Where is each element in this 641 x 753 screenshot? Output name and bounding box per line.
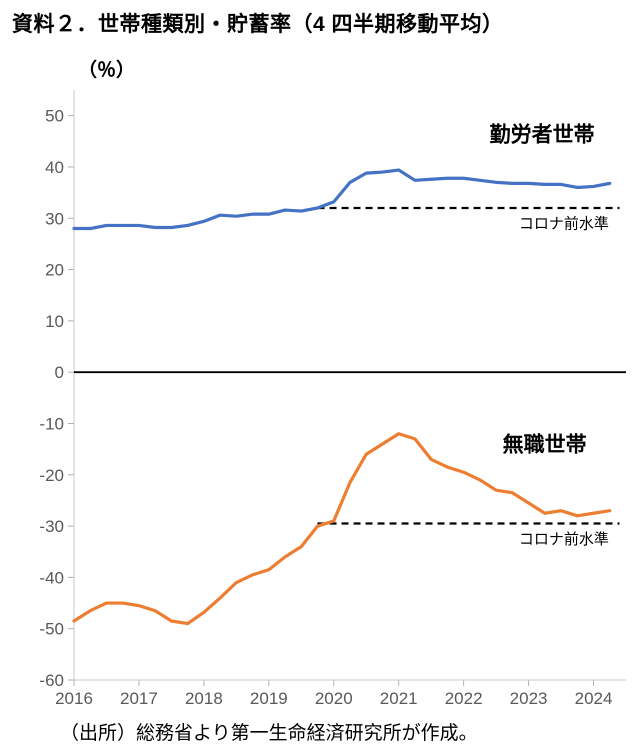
- x-tick-label: 2016: [55, 689, 93, 708]
- chart-source: （出所）総務省より第一生命経済研究所が作成。: [60, 718, 478, 745]
- y-tick-label: -50: [39, 620, 64, 639]
- y-tick-label: -30: [39, 517, 64, 536]
- chart-title: 資料２．世帯種類別・貯蓄率（4 四半期移動平均）: [12, 8, 504, 38]
- y-tick-label: 30: [45, 209, 64, 228]
- y-tick-label: 50: [45, 107, 64, 126]
- y-tick-label: -60: [39, 671, 64, 690]
- x-tick-label: 2017: [120, 689, 158, 708]
- reference-label: コロナ前水準: [519, 215, 609, 232]
- y-unit-label: （％）: [78, 58, 135, 81]
- x-tick-label: 2019: [250, 689, 288, 708]
- series-label-勤労者世帯: 勤労者世帯: [490, 122, 595, 146]
- y-tick-label: -20: [39, 466, 64, 485]
- y-tick-label: -40: [39, 568, 64, 587]
- y-tick-label: 40: [45, 158, 64, 177]
- y-tick-label: 10: [45, 312, 64, 331]
- chart-svg: -60 -50 -40 -30 -20 -10 0 10 20 30 40 50 （％） 2016 2017…: [0, 52, 641, 712]
- x-tick-label: 2021: [380, 689, 418, 708]
- y-tick-label: -10: [39, 414, 64, 433]
- x-tick-label: 2018: [185, 689, 223, 708]
- series-label-無職世帯: 無職世帯: [503, 433, 587, 457]
- reference-label: コロナ前水準: [519, 531, 609, 548]
- x-tick-label: 2024: [575, 689, 613, 708]
- y-tick-label: 20: [45, 261, 64, 280]
- x-tick-label: 2020: [315, 689, 353, 708]
- x-tick-label: 2023: [510, 689, 548, 708]
- chart-container: -60 -50 -40 -30 -20 -10 0 10 20 30 40 50 （％） 2016 2017…: [0, 52, 641, 712]
- y-tick-label: 0: [55, 363, 64, 382]
- x-tick-label: 2022: [445, 689, 483, 708]
